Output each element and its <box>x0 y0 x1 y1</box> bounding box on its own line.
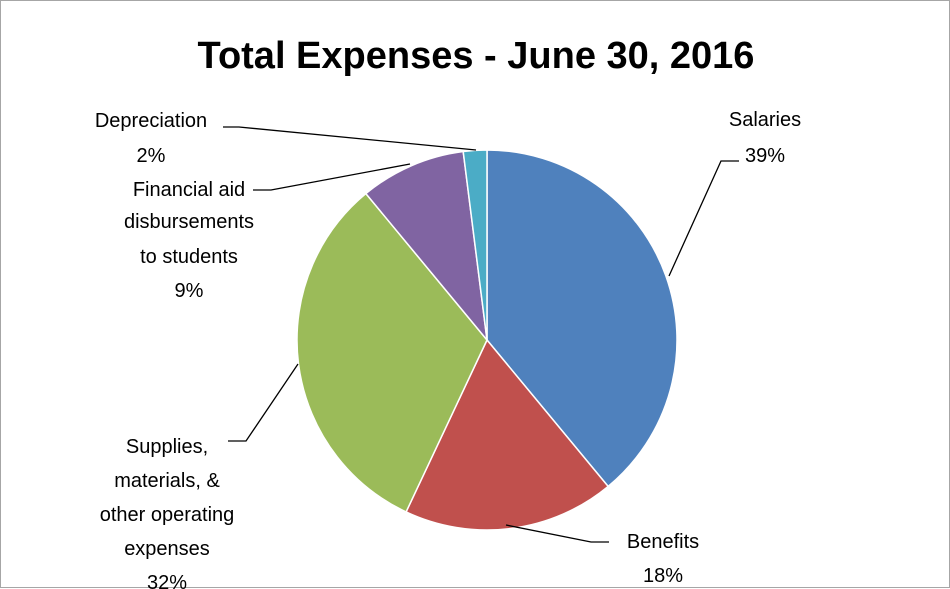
data-label-category: Financial aid <box>133 179 245 201</box>
data-label-category: other operating <box>100 504 235 526</box>
pie-slice-benefits <box>405 338 610 531</box>
data-labels: Salaries 39% Benefits 18% Supplies, materials… <box>95 109 801 589</box>
data-label-category: expenses <box>124 538 210 560</box>
data-label-category: materials, & <box>114 470 220 492</box>
pie-slice-salaries <box>486 149 678 488</box>
data-label-category: Supplies, <box>126 436 208 458</box>
leader-line <box>253 163 411 191</box>
data-label-percent: 18% <box>643 565 683 587</box>
pie-slice-financial-aid-disbursements-to-students <box>364 150 489 343</box>
data-label: Benefits 18% <box>627 531 699 587</box>
leader-line <box>228 363 299 442</box>
data-label-category: Salaries <box>729 109 801 131</box>
data-label: Financial aid disbursements to students 9% <box>124 179 254 302</box>
data-label-percent: 39% <box>745 145 785 167</box>
leader-line <box>505 524 609 543</box>
data-label-percent: 2% <box>137 145 166 167</box>
data-label: Supplies, materials, & other operating expe… <box>100 436 235 589</box>
data-label-category: disbursements <box>124 211 254 233</box>
data-label-category: to students <box>140 246 238 268</box>
data-label: Depreciation 2% <box>95 110 207 167</box>
data-label: Salaries 39% <box>729 109 801 167</box>
data-label-category: Benefits <box>627 531 699 553</box>
chart-title: Total Expenses - June 30, 2016 <box>197 35 755 77</box>
data-label-category: Depreciation <box>95 110 207 132</box>
leader-lines <box>223 126 739 543</box>
pie-slices <box>296 149 678 531</box>
pie-slice-supplies-materials-other-operating-expenses <box>296 192 488 513</box>
leader-line <box>223 126 477 151</box>
data-label-percent: 32% <box>147 572 187 589</box>
data-label-percent: 9% <box>175 280 204 302</box>
leader-line <box>668 160 739 277</box>
